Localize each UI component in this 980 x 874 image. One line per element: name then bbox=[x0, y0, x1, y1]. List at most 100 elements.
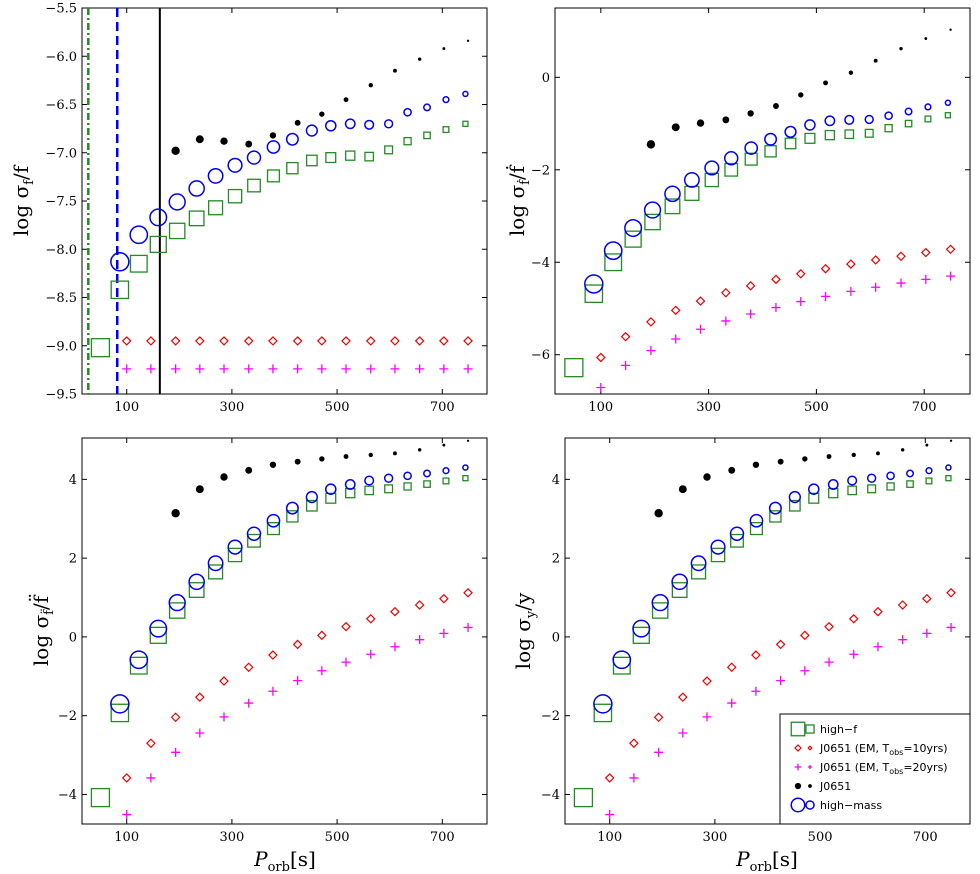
bottom-right-point-diamond bbox=[702, 676, 712, 686]
bottom-left-point-circle bbox=[188, 573, 205, 591]
bottom-left-point-diamond bbox=[194, 692, 205, 703]
top-left-point-diamond bbox=[194, 336, 205, 346]
top-right-point-dot bbox=[646, 140, 656, 149]
legend-box bbox=[779, 713, 971, 825]
top-left-point-diamond bbox=[390, 336, 400, 346]
bottom-left-point-dot bbox=[220, 473, 228, 481]
top-right-xtick-label: 300 bbox=[696, 400, 721, 415]
top-left-point-square bbox=[227, 188, 243, 204]
top-right-point-dot bbox=[696, 119, 705, 127]
bottom-right-point-circle bbox=[651, 593, 669, 612]
top-left-xtick-label: 300 bbox=[219, 400, 244, 415]
bottom-right-point-circle bbox=[632, 619, 651, 638]
panel-top-right-ylabel: log σḟ/ḟ bbox=[505, 164, 533, 236]
top-left-point-circle bbox=[305, 124, 319, 137]
legend-markers bbox=[790, 721, 815, 813]
bottom-left-point-diamond bbox=[243, 662, 254, 673]
top-left-ytick-label: −9.0 bbox=[45, 339, 77, 354]
bottom-right-point-circle bbox=[729, 526, 745, 541]
top-left-point-diamond bbox=[146, 336, 156, 346]
panel-bottom-left: log σf̈/f̈ Porb[s] 100 300 500 700 4 2 0 −2 −4 bbox=[29, 437, 488, 874]
bottom-right-point-diamond bbox=[775, 639, 786, 650]
bottom-right-point-plus bbox=[800, 666, 810, 676]
top-left-series-plus bbox=[122, 364, 473, 374]
bottom-right-point-circle bbox=[612, 650, 632, 670]
top-right-point-diamond bbox=[595, 352, 606, 363]
top-right-point-diamond bbox=[721, 287, 731, 298]
bottom-left-point-diamond bbox=[219, 676, 229, 686]
top-left-point-circle bbox=[383, 119, 394, 129]
bottom-right-point-plus bbox=[654, 747, 664, 757]
bottom-left-point-circle bbox=[149, 619, 168, 638]
top-right-point-plus bbox=[746, 309, 756, 319]
top-left-point-circle bbox=[442, 96, 450, 104]
bottom-left-point-circle bbox=[207, 555, 224, 572]
top-right-point-plus bbox=[896, 278, 906, 288]
bottom-right-point-circle bbox=[671, 573, 688, 591]
bottom-left-point-dot bbox=[245, 466, 253, 474]
top-right-point-square bbox=[564, 358, 584, 378]
bottom-right-point-dot bbox=[678, 485, 687, 494]
top-left-point-diamond bbox=[170, 336, 181, 346]
bottom-right-point-diamond bbox=[848, 613, 859, 624]
legend-marker-diamond-small bbox=[807, 745, 813, 751]
bottom-left-point-dot bbox=[294, 458, 301, 465]
bottom-right-point-plus bbox=[873, 642, 883, 652]
top-left-series-square bbox=[90, 120, 469, 358]
bottom-left-point-square bbox=[442, 477, 450, 485]
top-right-point-diamond bbox=[820, 263, 831, 274]
top-right-point-plus bbox=[696, 324, 706, 334]
bottom-right-point-square bbox=[769, 510, 782, 523]
top-left-xtick-label: 700 bbox=[430, 400, 455, 415]
bottom-right-point-plus bbox=[702, 712, 712, 722]
bottom-left-point-square bbox=[90, 787, 111, 808]
bottom-left-point-plus bbox=[366, 649, 376, 659]
top-right-point-diamond bbox=[695, 296, 706, 306]
legend-marker-plus-large bbox=[794, 763, 802, 771]
bottom-left-point-square bbox=[403, 482, 412, 491]
top-right-point-diamond bbox=[795, 268, 806, 279]
bottom-right-ticks: 100 300 500 700 4 2 0 −2 −4 bbox=[541, 438, 970, 845]
bottom-left-point-dot bbox=[195, 485, 204, 494]
bottom-right-point-dot bbox=[752, 461, 760, 468]
top-left-point-dot bbox=[442, 47, 446, 50]
bottom-right-point-square bbox=[710, 547, 726, 563]
top-right-point-circle bbox=[784, 125, 797, 139]
bottom-right-point-circle bbox=[827, 479, 839, 490]
top-right-point-diamond bbox=[920, 247, 931, 258]
top-left-point-plus bbox=[293, 364, 303, 374]
top-left-point-diamond bbox=[439, 336, 449, 346]
top-left-point-square bbox=[384, 145, 394, 155]
bottom-right-point-square bbox=[690, 564, 707, 580]
top-left-point-diamond bbox=[316, 336, 327, 346]
bottom-left-point-dot bbox=[171, 509, 180, 518]
top-left-point-plus bbox=[171, 364, 181, 374]
bottom-left-series-circle bbox=[110, 464, 469, 714]
bottom-right-point-plus bbox=[751, 686, 761, 696]
panel-top-right: log σḟ/ḟ 100 300 500 700 0 −2 −4 −6 bbox=[505, 7, 971, 415]
top-right-xtick-label: 500 bbox=[804, 400, 829, 415]
top-left-series-dot bbox=[171, 39, 470, 156]
bottom-left-point-plus bbox=[439, 628, 449, 638]
top-right-point-plus bbox=[671, 334, 681, 344]
bottom-left-point-square bbox=[207, 564, 224, 580]
top-left-point-circle bbox=[246, 150, 262, 165]
legend-marker-square-small bbox=[805, 724, 815, 734]
bottom-right-ytick-label: 2 bbox=[552, 552, 560, 567]
bottom-right-point-diamond bbox=[799, 630, 810, 641]
legend-label-high-mass: high−mass bbox=[820, 799, 882, 812]
top-right-ytick-label: −4 bbox=[531, 256, 550, 271]
top-right-xtick-label: 100 bbox=[588, 400, 613, 415]
top-right-ytick-label: −2 bbox=[531, 163, 550, 178]
top-right-point-dot bbox=[873, 58, 878, 63]
bottom-right-series-plus bbox=[605, 622, 956, 820]
top-right-point-square bbox=[584, 284, 604, 303]
bottom-right-point-diamond bbox=[677, 692, 688, 703]
top-right-xtick-label: 700 bbox=[912, 400, 937, 415]
bottom-left-point-plus bbox=[171, 747, 181, 757]
top-right-point-square bbox=[824, 129, 836, 141]
panel-top-left-ylabel: log σf/f bbox=[9, 164, 37, 236]
bottom-right-point-circle bbox=[710, 539, 726, 555]
top-right-point-plus bbox=[921, 274, 931, 284]
bottom-left-point-circle bbox=[285, 501, 299, 515]
